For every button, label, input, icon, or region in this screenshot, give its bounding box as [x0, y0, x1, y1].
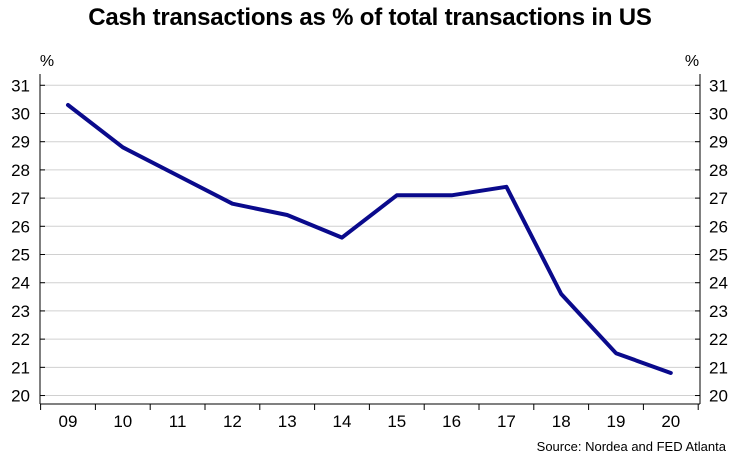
y-tick-label-left: 31 [11, 76, 30, 95]
y-tick-label-right: 20 [709, 387, 728, 406]
source-note: Source: Nordea and FED Atlanta [536, 439, 726, 454]
y-tick-label-left: 28 [11, 161, 30, 180]
x-tick-label: 17 [497, 412, 516, 431]
y-tick-label-right: 24 [709, 274, 728, 293]
y-tick-label-left: 25 [11, 246, 30, 265]
x-tick-label: 12 [223, 412, 242, 431]
chart-title: Cash transactions as % of total transact… [88, 4, 652, 31]
y-unit-left: % [40, 53, 54, 70]
series-line [66, 103, 673, 375]
y-tick-label-right: 27 [709, 189, 728, 208]
x-axis-ticks: 09 10 11 12 13 14 15 16 17 18 19 20 [40, 404, 699, 431]
y-tick-label-left: 23 [11, 302, 30, 321]
x-tick-label: 15 [387, 412, 406, 431]
x-tick-label: 09 [59, 412, 78, 431]
y-axis-left-ticks: 20 21 22 23 24 25 26 27 28 29 30 31 [11, 76, 45, 406]
x-tick-label: 18 [552, 412, 571, 431]
x-tick-label: 13 [278, 412, 297, 431]
y-unit-right: % [685, 53, 699, 70]
x-tick-label: 16 [442, 412, 461, 431]
y-tick-label-right: 30 [709, 104, 728, 123]
y-tick-label-left: 21 [11, 358, 30, 377]
y-tick-label-right: 29 [709, 133, 728, 152]
y-tick-label-left: 30 [11, 104, 30, 123]
x-tick-label: 14 [333, 412, 352, 431]
series-layer [66, 103, 673, 375]
axes [39, 74, 701, 405]
x-tick-label: 20 [661, 412, 680, 431]
y-axis-right-ticks: 20 21 22 23 24 25 26 27 28 29 30 31 [695, 76, 728, 406]
y-tick-label-left: 27 [11, 189, 30, 208]
y-tick-label-right: 31 [709, 76, 728, 95]
y-tick-label-right: 22 [709, 330, 728, 349]
y-tick-label-right: 25 [709, 246, 728, 265]
x-tick-label: 10 [113, 412, 132, 431]
y-tick-label-left: 20 [11, 387, 30, 406]
x-tick-label: 11 [169, 412, 187, 431]
y-tick-label-left: 24 [11, 274, 30, 293]
y-tick-label-right: 21 [709, 358, 728, 377]
y-tick-label-left: 29 [11, 133, 30, 152]
y-tick-label-left: 26 [11, 217, 30, 236]
y-tick-label-right: 28 [709, 161, 728, 180]
x-tick-label: 19 [607, 412, 626, 431]
grid-lines [40, 84, 700, 397]
y-tick-label-right: 23 [709, 302, 728, 321]
y-tick-label-right: 26 [709, 217, 728, 236]
y-tick-label-left: 22 [11, 330, 30, 349]
